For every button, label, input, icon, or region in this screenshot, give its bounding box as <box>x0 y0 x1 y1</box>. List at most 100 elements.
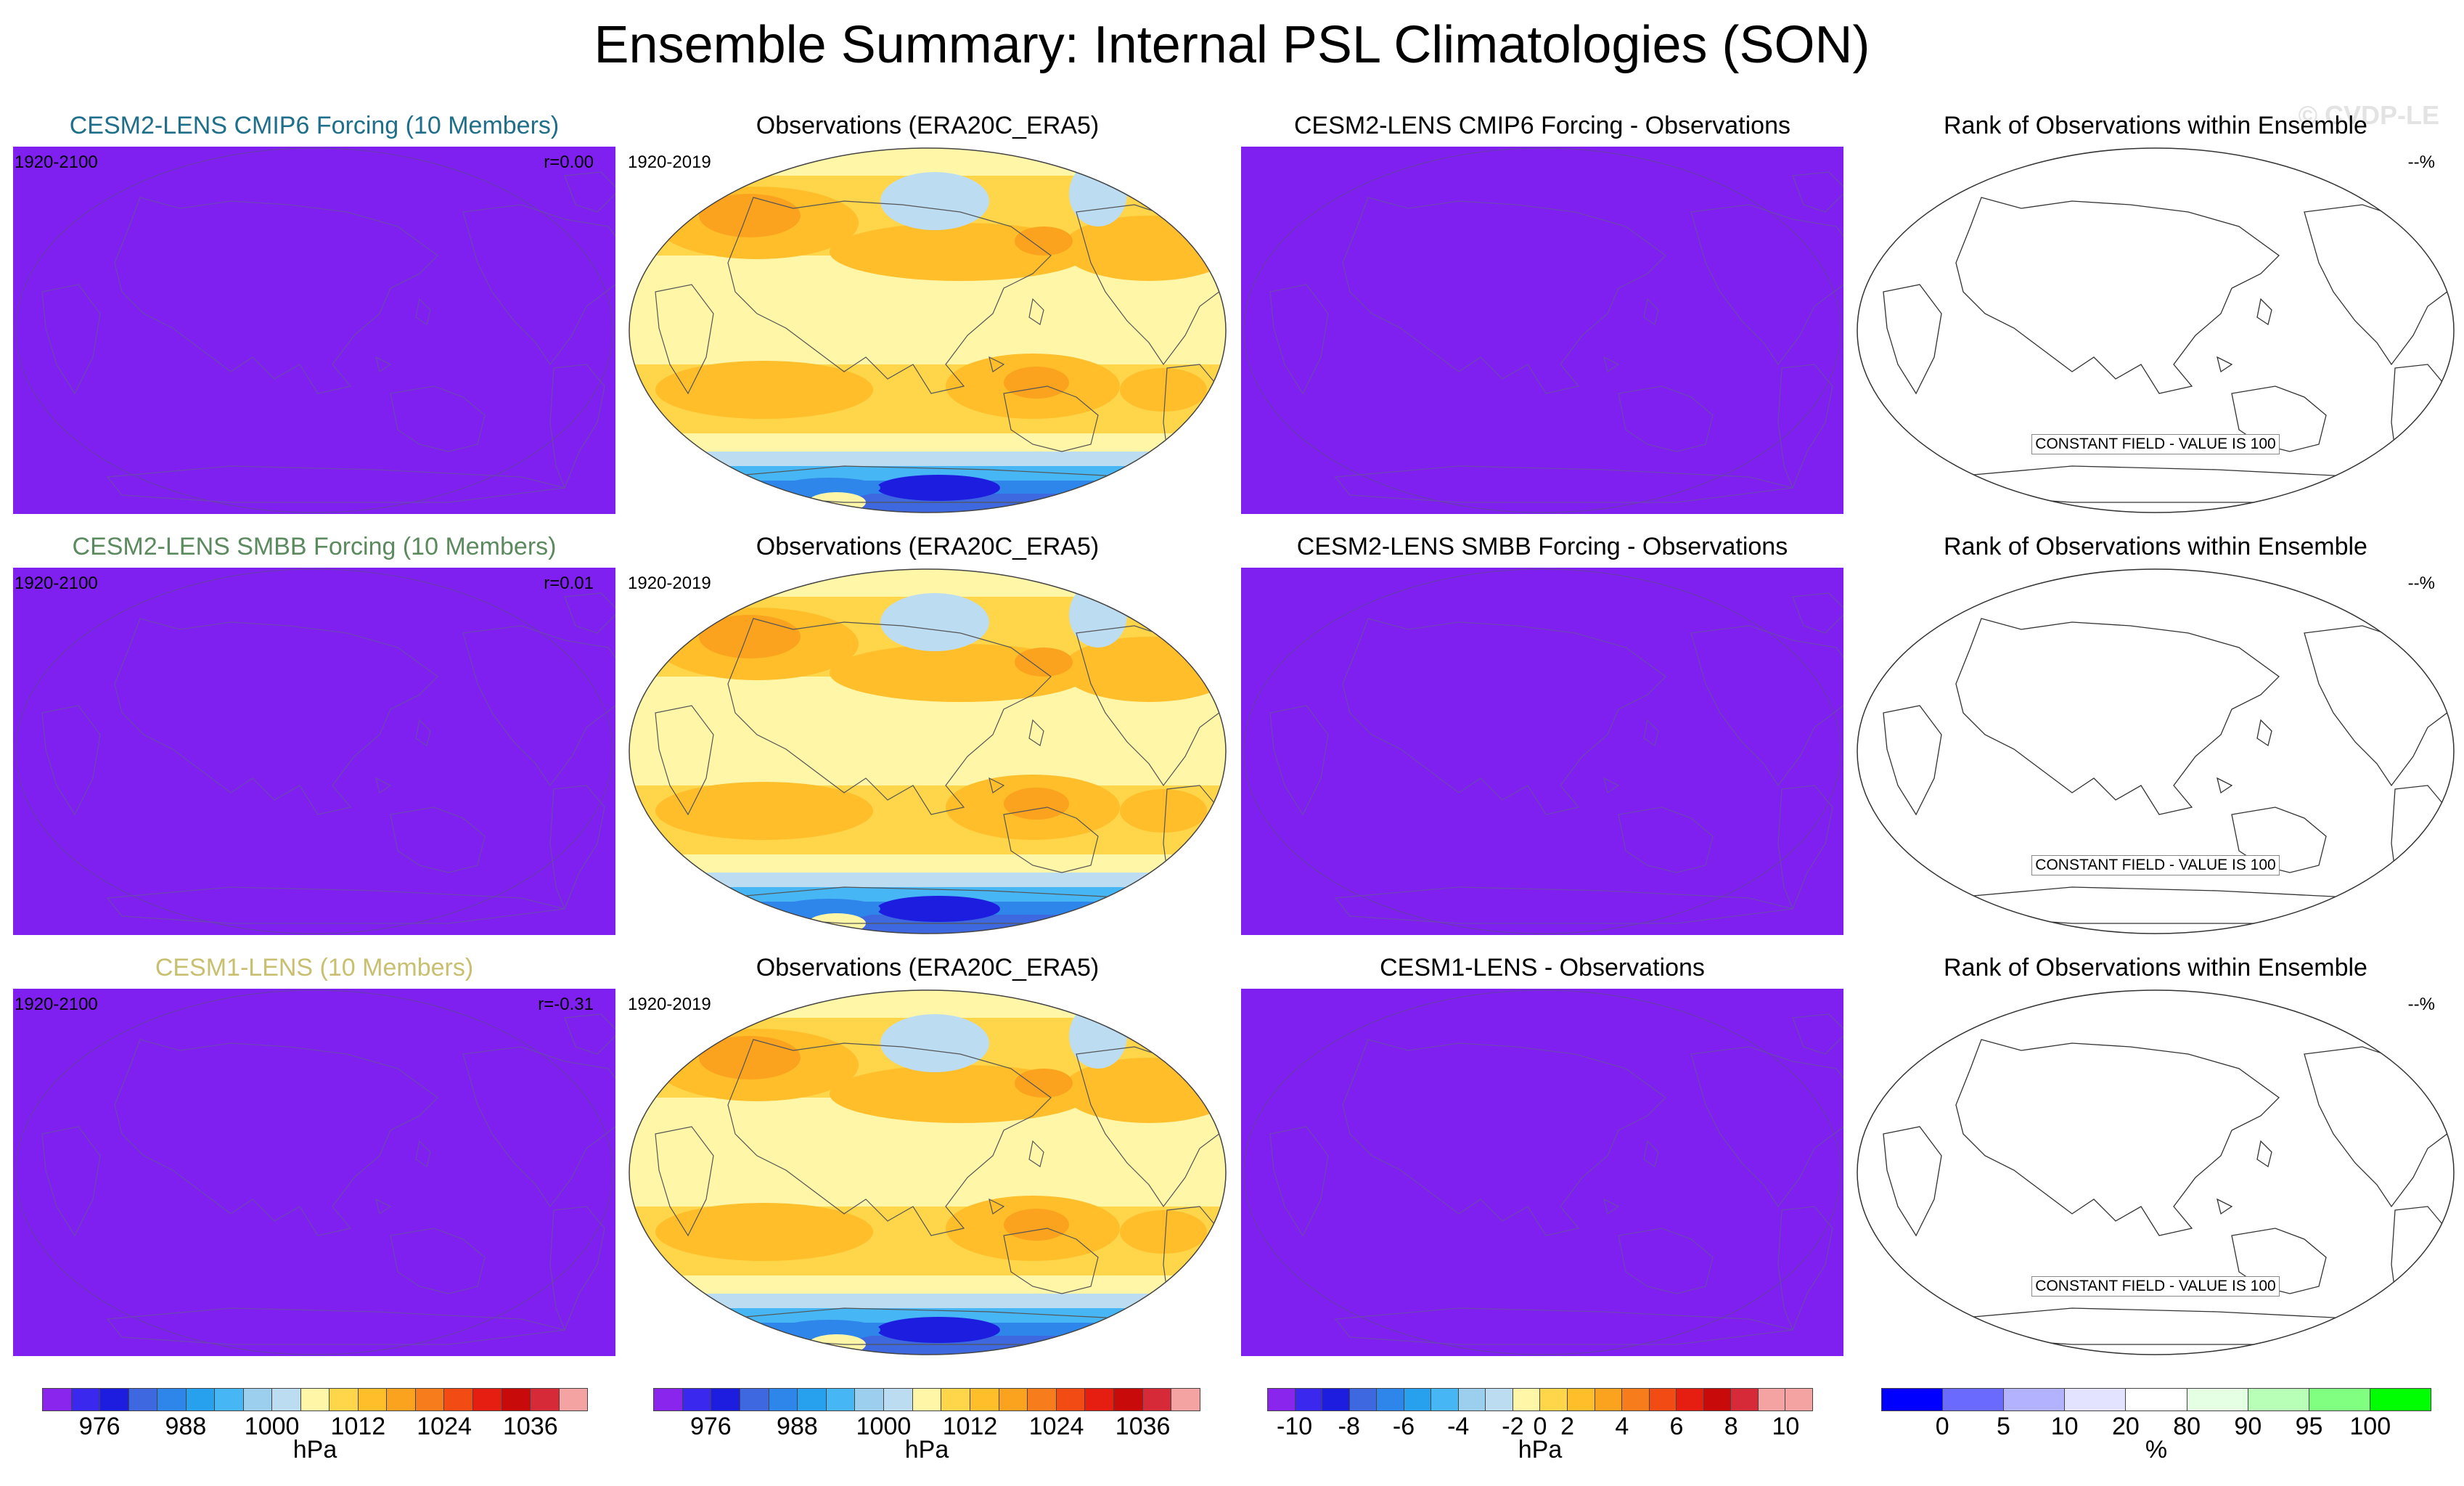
panel-title: Observations (ERA20C_ERA5) <box>756 533 1100 560</box>
colorbar-swatch <box>2126 1388 2187 1411</box>
colorbar-tick-label: 1024 <box>1028 1413 1084 1440</box>
colorbar-swatch <box>1568 1388 1595 1411</box>
colorbar-swatch <box>272 1388 301 1411</box>
colorbar-swatches <box>42 1388 589 1411</box>
colorbar-swatch <box>1943 1388 2005 1411</box>
colorbar-tick-label: 976 <box>689 1413 732 1440</box>
difference-map <box>1241 147 1843 514</box>
colorbar-swatch <box>1295 1388 1323 1411</box>
colorbar-tick-label: 10 <box>2050 1413 2079 1440</box>
colorbar-swatch <box>531 1388 560 1411</box>
colorbar-swatch <box>711 1388 740 1411</box>
panel-title: Rank of Observations within Ensemble <box>1944 954 2367 981</box>
colorbar-swatch <box>358 1388 388 1411</box>
colorbar-swatch <box>1171 1388 1200 1411</box>
colorbar-swatch <box>128 1388 158 1411</box>
panel-title: CESM2-LENS CMIP6 Forcing (10 Members) <box>69 112 560 139</box>
colorbar-swatch <box>826 1388 856 1411</box>
rank-panel: Rank of Observations within Ensemble --% C… <box>1854 109 2457 520</box>
colorbar: -10 -8 -6 -4 -2 0 2 4 6 8 10 hPa <box>1267 1388 1813 1463</box>
colorbar-swatch <box>769 1388 798 1411</box>
colorbar-swatch <box>300 1388 330 1411</box>
difference-map <box>1241 989 1843 1356</box>
rank-map <box>1857 989 2455 1355</box>
period-label: 1920-2100 <box>15 995 98 1014</box>
colorbar-ticks: 976 988 1000 1012 1024 1036 <box>653 1411 1200 1440</box>
colorbar-swatch <box>157 1388 187 1411</box>
difference-panel: CESM1-LENS - Observations <box>1241 951 1843 1362</box>
constant-field-note: CONSTANT FIELD - VALUE IS 100 <box>1854 434 2457 454</box>
period-label: 1920-2019 <box>628 995 711 1014</box>
colorbar-swatch <box>2004 1388 2066 1411</box>
colorbar-swatch <box>100 1388 129 1411</box>
percent-label: --% <box>2407 573 2435 593</box>
colorbar-tick-label: 20 <box>2111 1413 2140 1440</box>
period-label: 1920-2019 <box>628 152 711 172</box>
colorbar-tick-label: 6 <box>1669 1413 1684 1440</box>
period-label: 1920-2100 <box>15 573 98 593</box>
colorbar-tick-label: 1036 <box>1115 1413 1171 1440</box>
colorbar-swatch <box>884 1388 913 1411</box>
colorbar-swatch <box>444 1388 473 1411</box>
colorbar-swatch <box>999 1388 1028 1411</box>
colorbar-swatch <box>1056 1388 1086 1411</box>
correlation-label: r=-0.31 <box>538 995 594 1014</box>
colorbar-swatch <box>2187 1388 2248 1411</box>
colorbar-swatch <box>1085 1388 1114 1411</box>
panel-title: CESM1-LENS - Observations <box>1380 954 1705 981</box>
colorbar-ticks: -10 -8 -6 -4 -2 0 2 4 6 8 10 <box>1267 1411 1813 1440</box>
correlation-label: r=0.01 <box>544 573 594 593</box>
colorbar-swatch <box>1486 1388 1513 1411</box>
colorbar-swatch <box>1881 1388 1944 1411</box>
colorbar-swatch <box>186 1388 216 1411</box>
colorbar-swatch <box>1114 1388 1143 1411</box>
colorbar-swatch <box>1431 1388 1459 1411</box>
colorbar-tick-label: 5 <box>1996 1413 2010 1440</box>
panel-title: Rank of Observations within Ensemble <box>1944 533 2367 560</box>
colorbar-swatch <box>653 1388 683 1411</box>
percent-label: --% <box>2407 995 2435 1014</box>
colorbar-swatch <box>970 1388 999 1411</box>
colorbar-swatch <box>502 1388 531 1411</box>
colorbar-unit-label: hPa <box>292 1436 337 1463</box>
model-panel: CESM2-LENS CMIP6 Forcing (10 Members) 192… <box>13 109 615 520</box>
panel-title: CESM2-LENS SMBB Forcing - Observations <box>1296 533 1788 560</box>
colorbar-tick-label: 1024 <box>417 1413 472 1440</box>
colorbar-swatch <box>1785 1388 1813 1411</box>
colorbar-swatch <box>42 1388 72 1411</box>
colorbar-swatch <box>740 1388 769 1411</box>
colorbar-tick-label: 988 <box>777 1413 818 1440</box>
colorbar-swatch <box>1142 1388 1172 1411</box>
constant-field-note: CONSTANT FIELD - VALUE IS 100 <box>1854 1276 2457 1297</box>
colorbar-swatch <box>1404 1388 1432 1411</box>
observations-map <box>629 989 1227 1355</box>
colorbar-swatch <box>2065 1388 2127 1411</box>
colorbar-swatch <box>1622 1388 1650 1411</box>
observations-map <box>629 147 1227 513</box>
colorbar-unit-label: hPa <box>1518 1436 1563 1463</box>
model-panel: CESM1-LENS (10 Members) 1920-2100 r=-0.31 <box>13 951 615 1362</box>
observations-panel: Observations (ERA20C_ERA5) 1920-2019 <box>626 951 1229 1362</box>
colorbar-tick-label: 1012 <box>330 1413 386 1440</box>
colorbar-swatch <box>1731 1388 1759 1411</box>
rank-panel: Rank of Observations within Ensemble --% C… <box>1854 951 2457 1362</box>
colorbar-swatch <box>798 1388 827 1411</box>
colorbar-swatch <box>1322 1388 1350 1411</box>
correlation-label: r=0.00 <box>544 152 594 172</box>
rank-panel: Rank of Observations within Ensemble --% C… <box>1854 530 2457 941</box>
colorbar-tick-label: 100 <box>2349 1413 2391 1440</box>
colorbar-tick-label: 8 <box>1724 1413 1738 1440</box>
colorbar-swatch <box>1649 1388 1677 1411</box>
colorbar-swatch <box>1513 1388 1541 1411</box>
colorbar-tick-label: 1000 <box>856 1413 912 1440</box>
colorbar-tick-label: 0 <box>1935 1413 1949 1440</box>
colorbar-tick-label: 0 <box>1533 1413 1547 1440</box>
observations-map <box>629 568 1227 934</box>
difference-panel: CESM2-LENS CMIP6 Forcing - Observations <box>1241 109 1843 520</box>
model-map <box>13 568 615 935</box>
constant-field-note: CONSTANT FIELD - VALUE IS 100 <box>1854 855 2457 875</box>
panel-title: CESM1-LENS (10 Members) <box>155 954 474 981</box>
colorbar-tick-label: -6 <box>1392 1413 1415 1440</box>
colorbar-swatch <box>215 1388 244 1411</box>
colorbar-swatch <box>1458 1388 1486 1411</box>
